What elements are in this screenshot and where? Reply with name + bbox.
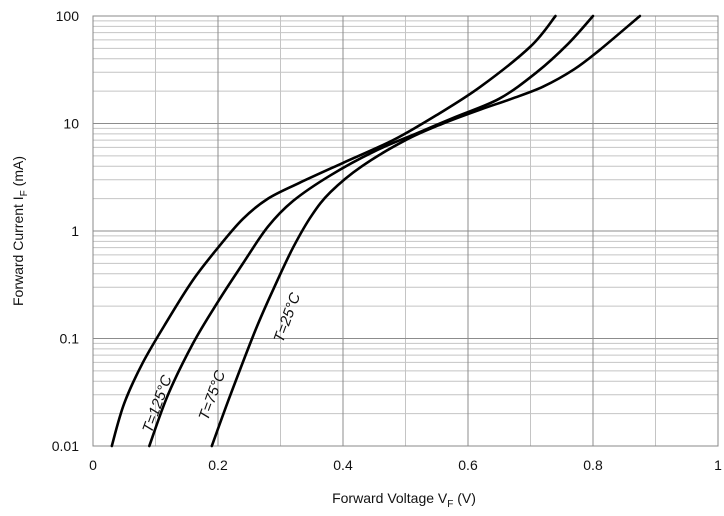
y-tick-label: 1: [71, 223, 79, 239]
curve-label: T=25°C: [271, 290, 305, 344]
y-axis-title-sub: F: [19, 190, 30, 196]
series-line-125c: [110, 14, 557, 448]
y-axis-title-main: Forward Current I: [10, 196, 26, 306]
series-group: [110, 14, 642, 448]
curve-label: T=125°C: [139, 373, 175, 435]
x-axis-title-main: Forward Voltage V: [332, 490, 448, 506]
x-tick-label: 0: [89, 457, 97, 473]
x-tick-label: 0.6: [458, 457, 478, 473]
y-tick-labels: 0.01 0.1 1 10 100: [52, 8, 79, 454]
x-tick-label: 0.2: [208, 457, 228, 473]
y-axis-title-tail: (mA): [10, 156, 26, 190]
grid-minor: [93, 16, 718, 446]
x-axis-title-sub: F: [447, 499, 453, 510]
series-line-25c: [210, 14, 642, 448]
y-tick-label: 0.01: [52, 438, 79, 454]
plot-frame: [92, 15, 719, 447]
x-tick-labels: 0 0.2 0.4 0.6 0.8 1: [89, 457, 722, 473]
x-tick-label: 1: [714, 457, 722, 473]
x-tick-label: 0.4: [333, 457, 353, 473]
series-line-75c: [148, 14, 595, 448]
x-tick-label: 0.8: [583, 457, 603, 473]
x-axis-title: Forward Voltage VF (V): [332, 490, 476, 510]
y-tick-label: 10: [63, 116, 79, 132]
y-tick-label: 100: [56, 8, 80, 24]
y-tick-label: 0.1: [60, 331, 80, 347]
y-axis-title: Forward Current IF (mA): [10, 156, 30, 306]
x-axis-title-tail: (V): [453, 490, 476, 506]
